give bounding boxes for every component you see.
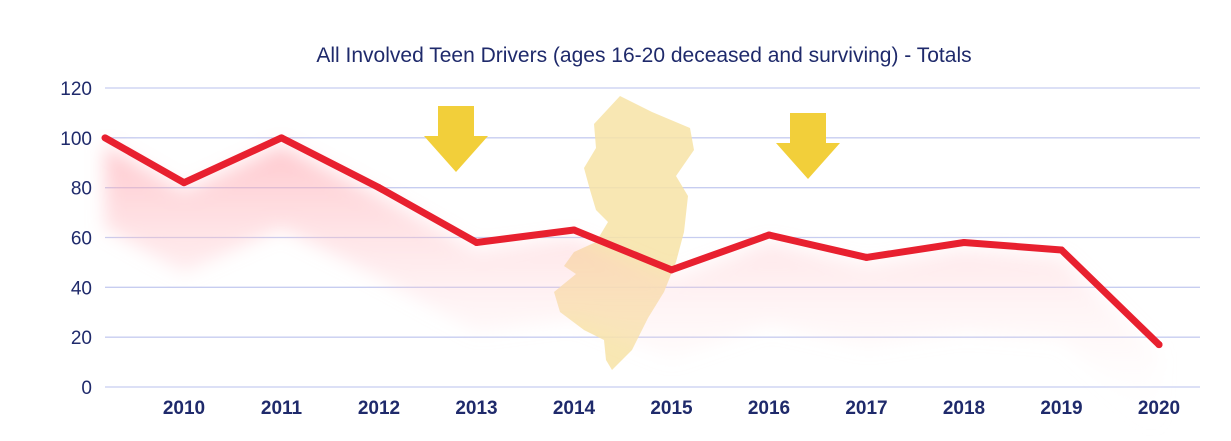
x-tick-label: 2020: [1138, 398, 1180, 419]
data-point: [863, 253, 870, 261]
down-arrow-icon: [424, 106, 488, 172]
data-line: [101, 134, 1163, 349]
x-tick-label: 2012: [358, 398, 400, 419]
y-tick-label: 40: [71, 278, 92, 299]
y-tick-label: 80: [71, 179, 92, 200]
chart-title: All Involved Teen Drivers (ages 16-20 de…: [316, 44, 972, 67]
data-point: [668, 266, 675, 274]
data-point: [473, 238, 480, 246]
y-axis: 0 20 40 60 80 100 120: [60, 79, 92, 399]
x-tick-label: 2018: [943, 398, 985, 419]
series-line: [101, 134, 1163, 349]
down-arrow-icon: [776, 113, 840, 179]
x-tick-label: 2017: [845, 398, 887, 419]
y-tick-label: 60: [71, 229, 92, 250]
x-axis: 2010 2011 2012 2013 2014 2015 2016 2017 2018 2019…: [163, 398, 1180, 419]
y-tick-label: 100: [60, 129, 92, 150]
x-tick-label: 2014: [553, 398, 596, 419]
data-point: [375, 184, 383, 192]
data-point: [1058, 246, 1065, 254]
data-point: [570, 226, 578, 234]
data-point: [1155, 341, 1163, 349]
x-tick-label: 2015: [650, 398, 693, 419]
y-tick-label: 0: [81, 378, 92, 399]
x-tick-label: 2016: [748, 398, 790, 419]
data-point: [765, 231, 773, 239]
x-tick-label: 2013: [455, 398, 497, 419]
line-glow: [105, 145, 1159, 435]
x-tick-label: 2019: [1040, 398, 1082, 419]
data-point: [180, 179, 188, 187]
data-point: [960, 238, 968, 246]
x-tick-label: 2011: [261, 398, 303, 419]
y-tick-label: 20: [71, 328, 92, 349]
x-tick-label: 2010: [163, 398, 205, 419]
data-point: [278, 134, 285, 142]
line-glow-area: [105, 145, 1159, 435]
y-tick-label: 120: [60, 79, 92, 100]
